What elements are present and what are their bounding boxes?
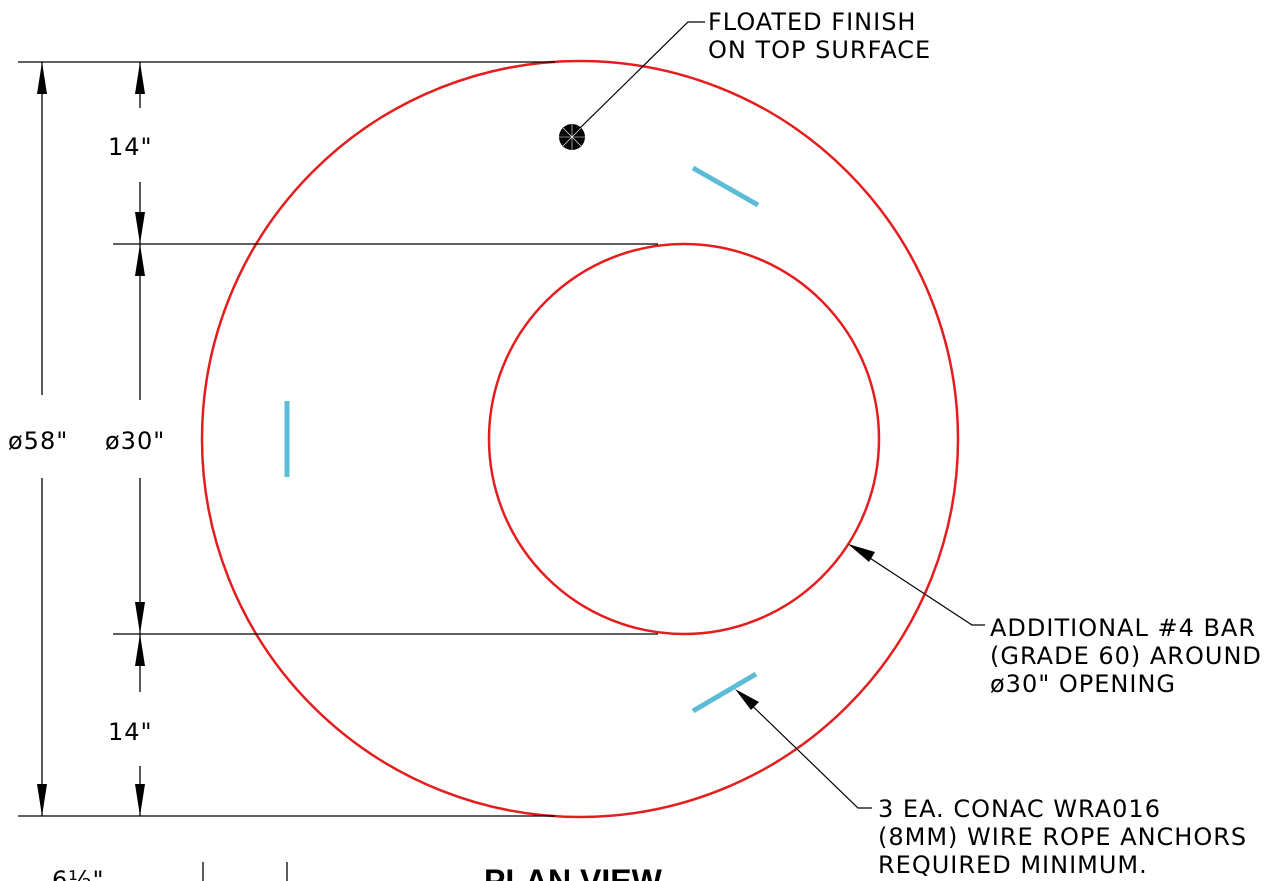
anchors-note-line2: (8MM) WIRE ROPE ANCHORS	[878, 823, 1247, 851]
opening-diameter-dimension	[135, 244, 145, 634]
partial-bottom-label: 6½"	[52, 866, 105, 881]
anchors-note-line3: REQUIRED MINIMUM.	[878, 851, 1148, 879]
outer-diameter-label: ø58"	[8, 427, 68, 455]
anchors-leader	[735, 689, 872, 809]
anchor-top-right	[691, 165, 760, 208]
bottom-offset-dimension	[135, 634, 145, 816]
anchor-bottom-right	[691, 671, 758, 714]
floated-finish-symbol	[559, 124, 585, 150]
outer-diameter-dimension	[37, 62, 47, 816]
additional-bar-note-line3: ø30" OPENING	[990, 670, 1176, 698]
floated-finish-note-line1: FLOATED FINISH	[708, 8, 916, 36]
additional-bar-note-line1: ADDITIONAL #4 BAR	[990, 614, 1256, 642]
additional-bar-note-line2: (GRADE 60) AROUND	[990, 642, 1262, 670]
opening-diameter-label: ø30"	[105, 427, 165, 455]
anchors-note-line1: 3 EA. CONAC WRA016	[878, 795, 1161, 823]
top-offset-dimension	[135, 62, 145, 244]
plan-view-title: PLAN VIEW	[484, 863, 663, 881]
floated-finish-note-line2: ON TOP SURFACE	[708, 36, 931, 64]
outer-slab-circle	[200, 59, 960, 819]
top-offset-label: 14"	[108, 133, 153, 161]
opening-circle	[487, 242, 881, 636]
bottom-offset-label: 14"	[108, 718, 153, 746]
additional-bar-leader	[848, 544, 985, 626]
floated-finish-leader	[579, 21, 705, 129]
